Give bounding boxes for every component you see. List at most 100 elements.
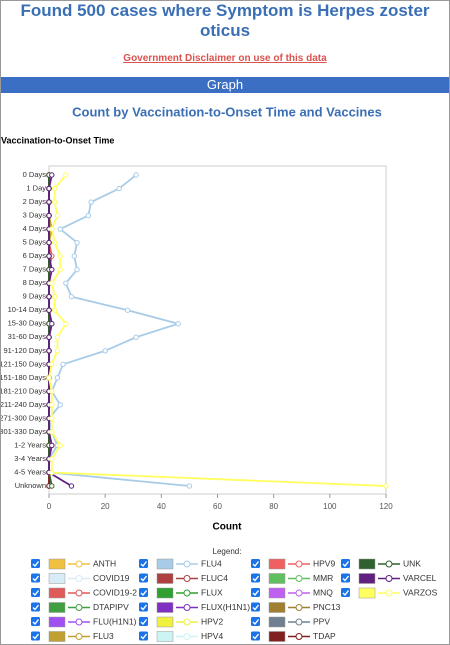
x-tick-label: 60: [213, 502, 222, 511]
legend-title: Legend:: [213, 547, 242, 556]
point: [49, 483, 55, 489]
legend-check: [32, 561, 40, 568]
legend-check: [252, 619, 260, 626]
legend-checkbox[interactable]: [251, 617, 260, 626]
legend-checkbox[interactable]: [31, 617, 40, 626]
legend-check: [32, 575, 40, 582]
point: [51, 293, 58, 300]
legend-checkbox[interactable]: [139, 617, 148, 626]
legend-label[interactable]: HPV4: [201, 631, 223, 641]
legend-swatch: [48, 573, 66, 584]
legend-marker: [183, 604, 191, 611]
legend-label[interactable]: DTAPIPV: [93, 602, 129, 612]
legend-check: [252, 590, 260, 597]
legend-checkbox[interactable]: [251, 631, 260, 641]
legend-checkbox[interactable]: [251, 602, 260, 612]
legend-label[interactable]: ANTH: [93, 558, 116, 568]
legend-marker: [75, 560, 83, 568]
legend-marker: [295, 618, 303, 626]
y-tick-label: 5 Days: [23, 238, 47, 247]
point: [102, 348, 108, 354]
legend-label[interactable]: VARZOS: [403, 587, 438, 597]
y-tick-label: 8 Days: [23, 278, 47, 287]
legend-label[interactable]: PPV: [313, 616, 330, 626]
legend-marker: [295, 604, 303, 611]
point: [46, 253, 52, 259]
point: [49, 469, 55, 476]
legend-checkbox[interactable]: [139, 573, 148, 583]
point: [175, 321, 181, 327]
legend-label[interactable]: COVID19-2: [93, 587, 137, 597]
legend-label[interactable]: FLU4: [201, 558, 222, 568]
point: [88, 199, 94, 205]
legend-checkbox[interactable]: [139, 559, 148, 568]
legend-label[interactable]: COVID19: [93, 573, 130, 583]
legend-label[interactable]: FLUX: [201, 587, 223, 597]
legend-marker: [183, 633, 191, 640]
y-tick-label: 15-30 Days: [8, 319, 47, 328]
legend-checkbox[interactable]: [139, 588, 148, 597]
legend-checkbox[interactable]: [31, 602, 40, 612]
legend-checkbox[interactable]: [251, 588, 260, 597]
legend-label[interactable]: FLU(H1N1): [93, 616, 137, 626]
legend-checkbox[interactable]: [139, 602, 148, 612]
legend-label[interactable]: MMR: [313, 573, 333, 583]
legend-check: [252, 633, 260, 640]
point: [49, 361, 55, 368]
point: [46, 212, 52, 219]
y-tick-label: 3-4 Years: [14, 454, 46, 463]
legend-label[interactable]: FLUC4: [201, 573, 228, 583]
legend-checkbox[interactable]: [251, 559, 260, 568]
legend-check: [140, 604, 148, 611]
legend-marker: [295, 633, 303, 640]
legend-label[interactable]: FLU3: [93, 631, 114, 641]
legend-checkbox[interactable]: [341, 559, 350, 568]
legend-marker: [385, 589, 393, 597]
point: [46, 185, 52, 192]
legend-checkbox[interactable]: [341, 588, 350, 597]
plot-frame: [48, 165, 387, 495]
legend-check: [342, 561, 350, 568]
point: [124, 307, 131, 313]
y-tick-label: 1 Day: [26, 184, 46, 193]
y-axis-title: Vaccination-to-Onset Time: [1, 135, 114, 145]
disclaimer-link[interactable]: Government Disclaimer on use of this dat…: [123, 53, 327, 64]
legend-label[interactable]: UNK: [403, 558, 421, 568]
x-tick-label: 0: [47, 502, 52, 511]
legend-marker: [75, 633, 83, 640]
legend-label[interactable]: HPV9: [313, 558, 335, 568]
series-line: [48, 174, 387, 487]
legend-checkbox[interactable]: [31, 559, 40, 568]
point: [54, 334, 61, 340]
legend-checkbox[interactable]: [31, 631, 40, 641]
legend-label[interactable]: FLUX(H1N1): [201, 602, 250, 612]
legend-label[interactable]: TDAP: [313, 631, 336, 641]
legend-checkbox[interactable]: [139, 631, 148, 641]
legend-marker: [295, 589, 303, 597]
y-tick-label: 121-150 Days: [1, 359, 46, 368]
legend-label[interactable]: HPV2: [201, 616, 223, 626]
point: [51, 239, 58, 246]
legend-checkbox[interactable]: [31, 588, 40, 597]
legend-marker: [183, 589, 191, 597]
legend-checkbox[interactable]: [251, 573, 260, 583]
legend-label[interactable]: PNC13: [313, 602, 341, 612]
legend-checkbox[interactable]: [31, 573, 40, 583]
point: [54, 348, 61, 354]
y-tick-label: 9 Days: [23, 292, 47, 301]
point: [49, 226, 55, 232]
legend-marker: [385, 560, 393, 568]
legend-label[interactable]: VARCEL: [403, 573, 437, 583]
legend-check: [252, 575, 260, 582]
point: [116, 185, 122, 192]
point: [85, 212, 92, 219]
legend-check: [140, 561, 148, 568]
point: [133, 334, 139, 340]
point: [51, 307, 58, 313]
y-tick-label: 211-240 Days: [1, 400, 46, 409]
legend-check: [140, 619, 148, 626]
legend-swatch: [268, 558, 286, 570]
legend-checkbox[interactable]: [341, 573, 350, 583]
legend-label[interactable]: MNQ: [313, 587, 333, 597]
